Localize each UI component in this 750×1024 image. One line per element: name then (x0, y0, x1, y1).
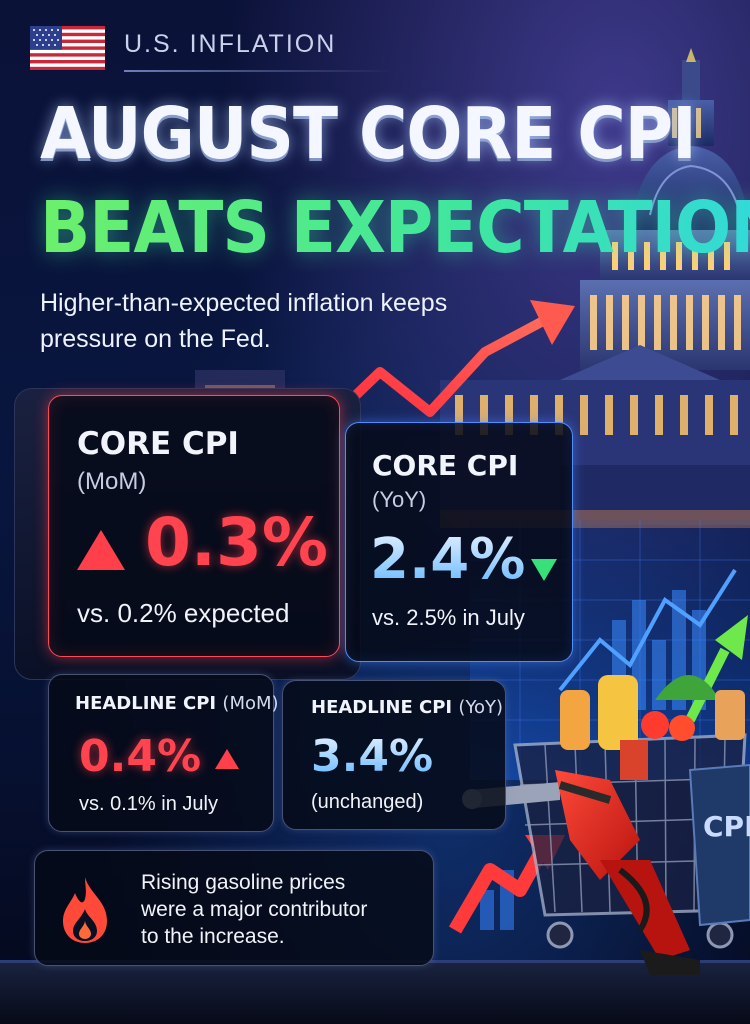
core-mom-value: 0.3% (145, 504, 329, 581)
core-yoy-value: 2.4% (370, 527, 526, 592)
core-yoy-comparison: vs. 2.5% in July (372, 605, 525, 630)
us-flag-icon (30, 26, 105, 70)
gasoline-note-card: Rising gasoline prices were a major cont… (34, 850, 434, 966)
headline-title-line2: BEATS EXPECTATIONS (40, 186, 750, 269)
note-line1: Rising gasoline prices (141, 871, 346, 894)
headline-yoy-value: 3.4% (311, 731, 434, 782)
up-triangle-icon (77, 530, 125, 570)
card-label: HEADLINE CPI (311, 697, 453, 718)
subtitle-line1: Higher-than-expected inflation keeps (40, 289, 448, 317)
headline-mom-comparison: vs. 0.1% in July (79, 793, 218, 815)
subtitle: Higher-than-expected inflation keeps pre… (40, 285, 560, 357)
card-label: CORE CPI (77, 426, 239, 462)
gas-pump-nozzle (462, 770, 700, 975)
card-period: (YoY) (458, 697, 504, 718)
core-cpi-yoy-card: CORE CPI (YoY) 2.4% vs. 2.5% in July (345, 422, 573, 662)
headline-cpi-mom-card: HEADLINE CPI (MoM) 0.4% vs. 0.1% in July (48, 674, 279, 832)
card-label-row: HEADLINE CPI (MoM) (75, 693, 279, 714)
up-triangle-icon (215, 749, 239, 769)
core-mom-comparison: vs. 0.2% expected (77, 598, 290, 628)
cpi-bag-label: CPI (703, 810, 750, 843)
headline-yoy-comparison: (unchanged) (311, 791, 424, 813)
card-period: (YoY) (372, 487, 427, 512)
headline-mom-value: 0.4% (79, 731, 202, 782)
headline-cpi-yoy-card: HEADLINE CPI (YoY) 3.4% (unchanged) (282, 680, 506, 830)
section-kicker: U.S. INFLATION (124, 30, 337, 58)
note-line3: to the increase. (141, 925, 285, 948)
card-period: (MoM) (222, 693, 279, 714)
headline-title-line1: AUGUST CORE CPI (40, 92, 697, 176)
card-label: CORE CPI (372, 449, 519, 482)
card-period: (MoM) (77, 468, 147, 495)
subtitle-line2: pressure on the Fed. (40, 325, 271, 353)
card-label: HEADLINE CPI (75, 693, 217, 714)
flame-icon (63, 877, 107, 943)
down-triangle-icon (531, 559, 557, 581)
gasoline-note-text: Rising gasoline prices were a major cont… (141, 869, 367, 950)
core-cpi-mom-card: CORE CPI (MoM) 0.3% vs. 0.2% expected (48, 395, 340, 657)
kicker-divider (124, 70, 394, 72)
note-line2: were a major contributor (141, 898, 368, 921)
trend-up-arrow (326, 300, 575, 424)
cpi-shopping-bag: CPI (688, 763, 750, 927)
card-label-row: HEADLINE CPI (YoY) (311, 697, 503, 718)
